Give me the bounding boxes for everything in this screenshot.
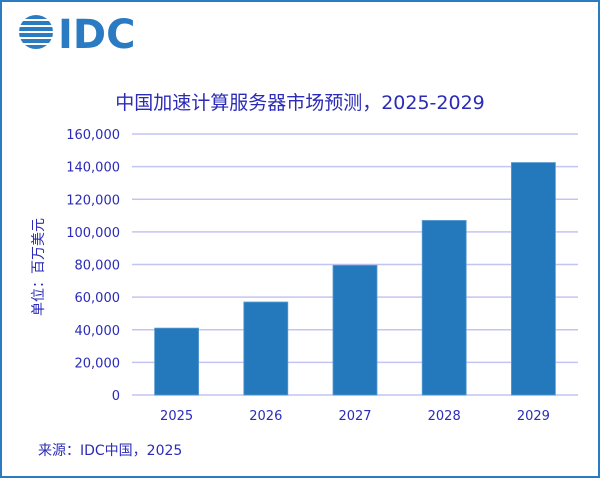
source-note: 来源：IDC中国，2025 — [38, 443, 183, 459]
y-tick-label: 60,000 — [75, 291, 121, 306]
x-tick-label: 2025 — [160, 409, 193, 424]
x-tick-label: 2026 — [249, 409, 282, 424]
idc-logo: IDC — [19, 12, 135, 54]
bar-2029 — [510, 162, 556, 396]
x-tick-label: 2027 — [338, 409, 371, 424]
y-tick-label: 100,000 — [66, 226, 120, 241]
y-tick-label: 20,000 — [75, 356, 121, 371]
bar-2026 — [243, 301, 289, 396]
y-tick-label: 140,000 — [66, 161, 120, 176]
logo-text: IDC — [58, 12, 135, 54]
y-tick-label: 120,000 — [66, 193, 120, 208]
x-tick-label: 2028 — [428, 409, 461, 424]
bar-2027 — [332, 264, 378, 396]
y-tick-label: 160,000 — [66, 128, 120, 143]
x-tick-label: 2029 — [517, 409, 550, 424]
y-tick-label: 0 — [112, 389, 120, 404]
bar-2028 — [421, 220, 467, 396]
bar-2025 — [154, 327, 200, 396]
chart-title: 中国加速计算服务器市场预测，2025-2029 — [115, 92, 485, 114]
y-tick-label: 80,000 — [75, 259, 121, 274]
y-tick-label: 40,000 — [75, 324, 121, 339]
